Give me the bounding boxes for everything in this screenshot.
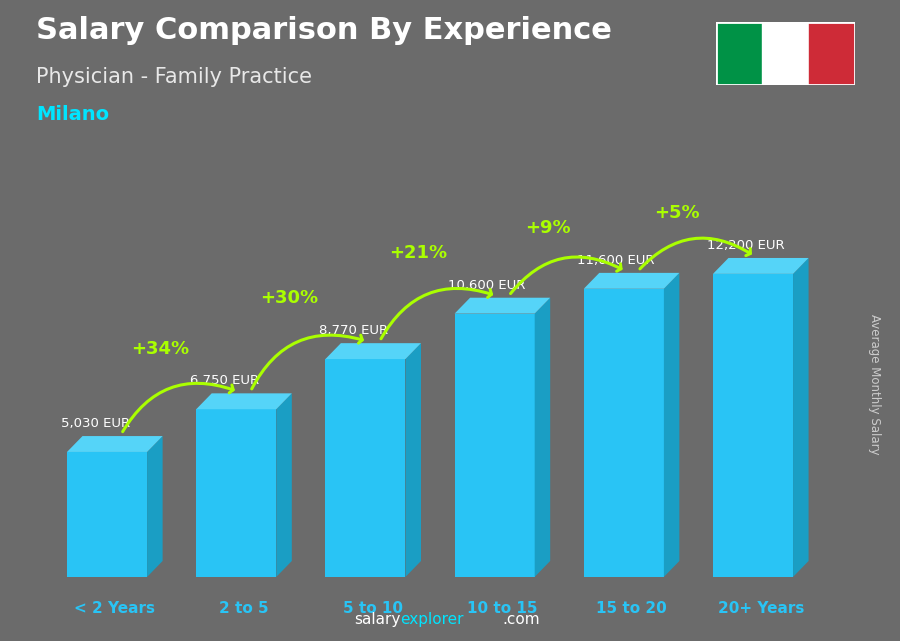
Bar (808, 22, 855, 85)
Text: 10 to 15: 10 to 15 (467, 601, 537, 616)
Polygon shape (713, 258, 808, 274)
Text: +9%: +9% (525, 219, 571, 237)
Text: 8,770 EUR: 8,770 EUR (319, 324, 388, 337)
Text: 2 to 5: 2 to 5 (220, 601, 269, 616)
Bar (762, 22, 808, 85)
Polygon shape (584, 288, 664, 577)
Polygon shape (196, 409, 276, 577)
Text: 10,600 EUR: 10,600 EUR (448, 279, 526, 292)
Text: .com: .com (502, 612, 540, 627)
Text: 5,030 EUR: 5,030 EUR (60, 417, 130, 430)
Text: < 2 Years: < 2 Years (75, 601, 156, 616)
Polygon shape (196, 394, 292, 409)
Polygon shape (326, 359, 406, 577)
Polygon shape (454, 297, 550, 313)
Text: salary: salary (354, 612, 400, 627)
Text: 5 to 10: 5 to 10 (343, 601, 403, 616)
Polygon shape (454, 313, 535, 577)
Text: 12,200 EUR: 12,200 EUR (706, 239, 784, 252)
Polygon shape (664, 273, 680, 577)
Text: 6,750 EUR: 6,750 EUR (190, 374, 259, 387)
Polygon shape (276, 394, 292, 577)
Text: 11,600 EUR: 11,600 EUR (577, 254, 655, 267)
Polygon shape (406, 343, 421, 577)
Polygon shape (147, 436, 163, 577)
Text: +30%: +30% (260, 289, 319, 308)
Text: +21%: +21% (390, 244, 447, 262)
Text: Average Monthly Salary: Average Monthly Salary (868, 314, 881, 455)
Text: +5%: +5% (654, 204, 699, 222)
Bar (716, 22, 762, 85)
Text: 20+ Years: 20+ Years (717, 601, 804, 616)
Text: explorer: explorer (400, 612, 464, 627)
Polygon shape (713, 274, 793, 577)
Polygon shape (584, 273, 680, 288)
Text: Milano: Milano (36, 105, 109, 124)
Polygon shape (326, 343, 421, 359)
Text: +34%: +34% (131, 340, 189, 358)
Polygon shape (67, 452, 147, 577)
Polygon shape (67, 436, 163, 452)
Polygon shape (793, 258, 808, 577)
Text: 15 to 20: 15 to 20 (596, 601, 667, 616)
Text: Salary Comparison By Experience: Salary Comparison By Experience (36, 16, 612, 45)
Text: Physician - Family Practice: Physician - Family Practice (36, 67, 312, 87)
Polygon shape (535, 297, 550, 577)
